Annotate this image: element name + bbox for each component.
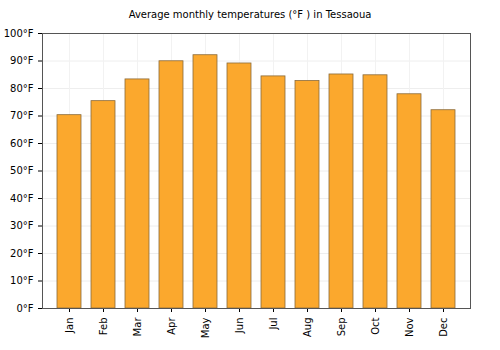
svg-text:50°F: 50°F xyxy=(10,165,34,176)
svg-text:60°F: 60°F xyxy=(10,138,34,149)
svg-text:70°F: 70°F xyxy=(10,110,34,121)
svg-text:May: May xyxy=(200,317,211,338)
svg-text:Oct: Oct xyxy=(370,317,381,334)
svg-text:Aug: Aug xyxy=(302,318,313,338)
svg-text:100°F: 100°F xyxy=(4,28,34,39)
svg-text:80°F: 80°F xyxy=(10,83,34,94)
html-text:Average monthly temperatures (: Average monthly temperatures (°F ) in Te… xyxy=(128,9,372,20)
svg-text:Jul: Jul xyxy=(268,318,279,331)
svg-text:Jun: Jun xyxy=(234,318,245,335)
svg-text:Sep: Sep xyxy=(336,318,347,337)
svg-text:40°F: 40°F xyxy=(10,193,34,204)
svg-text:Mar: Mar xyxy=(132,317,143,337)
svg-text:90°F: 90°F xyxy=(10,55,34,66)
svg-text:30°F: 30°F xyxy=(10,220,34,231)
svg-text:20°F: 20°F xyxy=(10,248,34,259)
svg-text:0°F: 0°F xyxy=(16,303,33,314)
svg-text:Dec: Dec xyxy=(438,318,449,337)
svg-text:Nov: Nov xyxy=(404,317,415,337)
svg-text:Jan: Jan xyxy=(64,318,75,334)
svg-text:Apr: Apr xyxy=(166,317,177,335)
svg-text:Feb: Feb xyxy=(98,318,109,336)
svg-text:10°F: 10°F xyxy=(10,275,34,286)
